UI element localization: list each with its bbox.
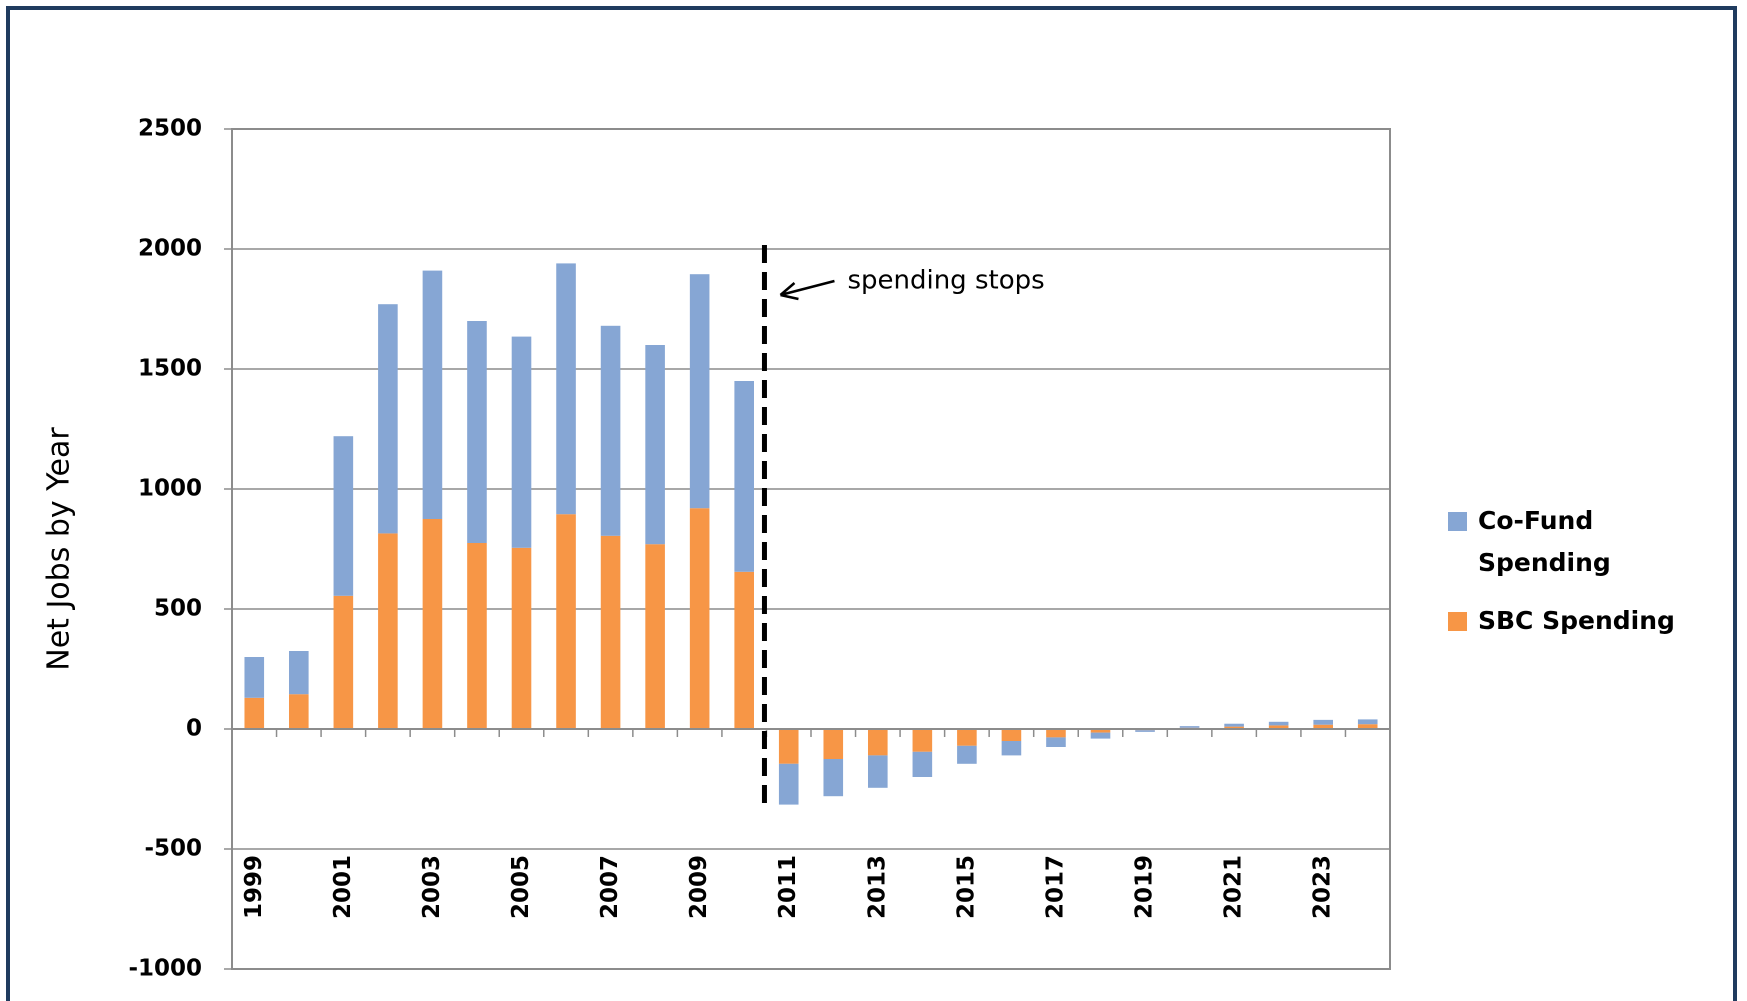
bar (868, 729, 888, 756)
bar (778, 763, 799, 805)
x-tick-label: 2011 (775, 855, 801, 919)
bar (1090, 732, 1111, 739)
frame (6, 6, 1737, 1001)
bar (1313, 724, 1333, 729)
bar (1046, 729, 1066, 738)
y-tick-label: 1000 (138, 476, 202, 502)
bar (1224, 726, 1244, 729)
bar (556, 514, 576, 729)
bar (868, 755, 888, 788)
x-tick-label: 1999 (241, 855, 267, 919)
bar (823, 729, 844, 759)
bar (645, 544, 665, 729)
bar (1268, 725, 1289, 729)
y-tick-label: 0 (186, 716, 202, 742)
y-tick-label: -1000 (128, 956, 202, 982)
legend-item: SBC Spending (1448, 600, 1698, 642)
bar (734, 571, 754, 729)
bar (289, 651, 309, 695)
bar (912, 751, 933, 777)
bar (1179, 726, 1200, 728)
bar (378, 533, 398, 729)
legend-swatch (1448, 612, 1467, 631)
bar (378, 304, 398, 534)
legend-swatch (1448, 512, 1467, 531)
plot-border (231, 128, 1391, 970)
bar (1313, 719, 1333, 725)
bar (823, 759, 844, 797)
y-tick-label: 1500 (138, 356, 202, 382)
annotation: spending stops (847, 266, 1044, 296)
x-tick-label: 2007 (597, 855, 623, 919)
bar (556, 263, 576, 515)
y-tick-label: -500 (144, 836, 202, 862)
x-tick-label: 2023 (1310, 855, 1336, 919)
bar (645, 345, 665, 545)
y-tick-label: 500 (154, 596, 202, 622)
arrow (779, 279, 835, 301)
bar (1135, 730, 1155, 732)
x-tick-label: 2015 (953, 855, 979, 919)
bar (1224, 723, 1244, 727)
bar (333, 436, 354, 596)
x-tick-label: 2009 (686, 855, 712, 919)
bar (600, 535, 621, 729)
bar (689, 274, 710, 509)
bar (333, 595, 354, 729)
y-tick-label: 2000 (138, 236, 202, 262)
bar (1357, 719, 1378, 725)
bar (957, 729, 977, 746)
bar (511, 547, 532, 729)
bar (289, 694, 309, 729)
bar (734, 381, 754, 572)
bar (600, 325, 621, 536)
bar (1001, 729, 1022, 741)
bar (1357, 724, 1378, 729)
bar (244, 697, 265, 729)
bar (778, 729, 799, 764)
y-axis-label: Net Jobs by Year (42, 427, 77, 671)
legend-item: Co-Fund Spending (1448, 500, 1618, 584)
bar (1001, 741, 1022, 756)
x-tick-label: 2013 (864, 855, 890, 919)
bar (912, 729, 933, 752)
x-tick-label: 2001 (330, 855, 356, 919)
bar (957, 745, 977, 764)
x-tick-label: 2019 (1132, 855, 1158, 919)
legend-label: Co-Fund Spending (1478, 506, 1611, 577)
legend-label: SBC Spending (1478, 606, 1675, 635)
x-tick-label: 2017 (1042, 855, 1068, 919)
bar (467, 321, 487, 543)
bar (422, 519, 443, 729)
bar (511, 336, 532, 548)
bar (244, 657, 265, 698)
bar (1046, 737, 1066, 747)
y-tick-label: 2500 (138, 116, 202, 142)
bar (422, 270, 443, 519)
x-tick-label: 2005 (508, 855, 534, 919)
bar (1268, 721, 1289, 726)
x-tick-label: 2021 (1221, 855, 1247, 919)
bar (467, 543, 487, 729)
bar (1090, 729, 1111, 733)
bar (689, 508, 710, 729)
x-tick-label: 2003 (419, 855, 445, 919)
